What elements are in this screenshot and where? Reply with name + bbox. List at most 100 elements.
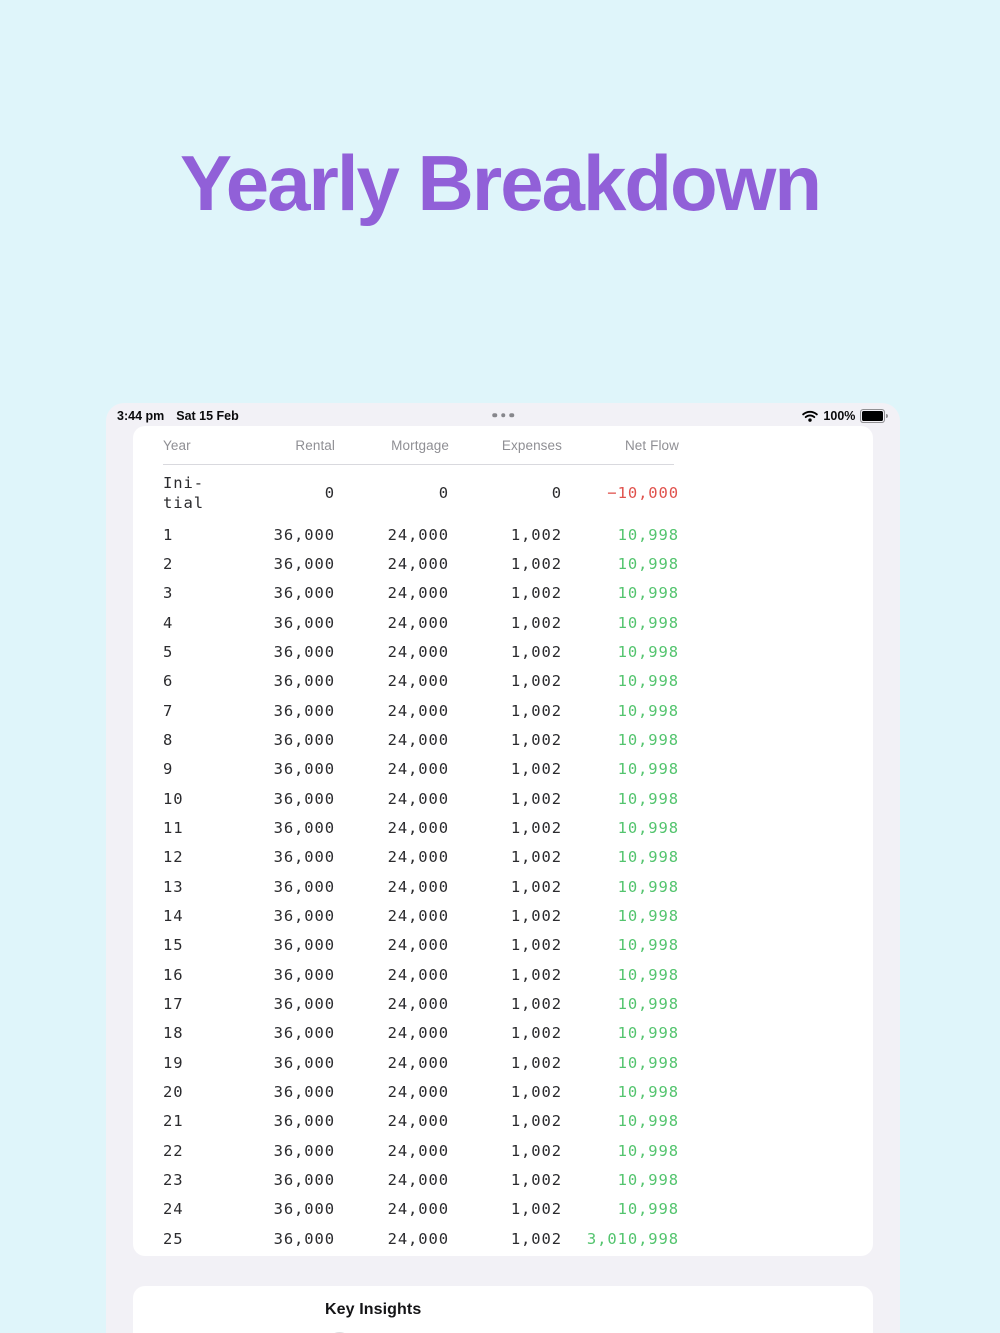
mortgage-cell: 24,000: [387, 1024, 449, 1043]
status-date: Sat 15 Feb: [176, 408, 239, 423]
table-row: 11 36,000 24,000 1,002 10,998: [163, 813, 873, 842]
rental-cell: 36,000: [273, 613, 335, 632]
dot-icon: [500, 412, 506, 418]
year-cell: 7: [163, 701, 174, 720]
mortgage-cell: 24,000: [387, 1170, 449, 1189]
expenses-cell: 1,002: [510, 1229, 562, 1248]
year-cell: 15: [163, 936, 184, 955]
expenses-cell: 1,002: [510, 701, 562, 720]
mortgage-cell: 24,000: [387, 672, 449, 691]
mortgage-cell: 24,000: [387, 525, 449, 544]
net-flow-cell: 10,998: [617, 1082, 679, 1101]
table-row: 24 36,000 24,000 1,002 10,998: [163, 1195, 873, 1224]
rental-cell: 36,000: [273, 701, 335, 720]
expenses-cell: 1,002: [510, 525, 562, 544]
net-flow-cell: 10,998: [617, 1141, 679, 1160]
key-insights-title: Key Insights: [325, 1301, 422, 1319]
rental-cell: 36,000: [273, 1082, 335, 1101]
year-cell: 25: [163, 1229, 184, 1248]
table-row: 4 36,000 24,000 1,002 10,998: [163, 608, 873, 637]
rental-cell: 0: [324, 483, 335, 502]
year-cell: 9: [163, 760, 174, 779]
year-cell: 14: [163, 906, 184, 925]
year-cell: 3: [163, 584, 174, 603]
rental-cell: 36,000: [273, 672, 335, 691]
rental-cell: 36,000: [273, 877, 335, 896]
column-header-mortgage: Mortgage: [391, 437, 449, 453]
rental-cell: 36,000: [273, 730, 335, 749]
yearly-table-card: Year Rental Mortgage Expenses Net Flow I…: [133, 426, 873, 1257]
net-flow-cell: 10,998: [617, 906, 679, 925]
year-cell: 5: [163, 642, 174, 661]
table-row: 9 36,000 24,000 1,002 10,998: [163, 755, 873, 784]
rental-cell: 36,000: [273, 1200, 335, 1219]
table-row: 5 36,000 24,000 1,002 10,998: [163, 637, 873, 666]
expenses-cell: 1,002: [510, 1170, 562, 1189]
net-flow-cell: 3,010,998: [586, 1229, 679, 1248]
rental-cell: 36,000: [273, 848, 335, 867]
year-cell: 12: [163, 848, 184, 867]
table-row: 25 36,000 24,000 1,002 3,010,998: [163, 1224, 873, 1253]
expenses-cell: 1,002: [510, 642, 562, 661]
year-cell: 13: [163, 877, 184, 896]
net-flow-cell: −10,000: [607, 483, 679, 502]
expenses-cell: 1,002: [510, 906, 562, 925]
expenses-cell: 1,002: [510, 848, 562, 867]
table-body[interactable]: Ini- tial 0 0 0 −10,000 1 36,000 24,000 …: [163, 465, 873, 1253]
mortgage-cell: 24,000: [387, 701, 449, 720]
year-cell: 16: [163, 965, 184, 984]
status-bar: 3:44 pm Sat 15 Feb 100%: [106, 403, 900, 426]
mortgage-cell: 24,000: [387, 1112, 449, 1131]
year-cell: 21: [163, 1112, 184, 1131]
net-flow-cell: 10,998: [617, 877, 679, 896]
year-cell: 23: [163, 1170, 184, 1189]
year-cell: 10: [163, 789, 184, 808]
net-flow-cell: 10,998: [617, 789, 679, 808]
net-flow-cell: 10,998: [617, 701, 679, 720]
table-row: 16 36,000 24,000 1,002 10,998: [163, 960, 873, 989]
battery-full-icon: [860, 408, 888, 423]
status-bar-right: 100%: [802, 408, 888, 423]
wifi-icon: [802, 410, 819, 422]
mortgage-cell: 24,000: [387, 584, 449, 603]
mortgage-cell: 24,000: [387, 1141, 449, 1160]
expenses-cell: 1,002: [510, 1024, 562, 1043]
key-insights-card: Key Insights: [133, 1286, 873, 1333]
mortgage-cell: 24,000: [387, 730, 449, 749]
year-cell: 19: [163, 1053, 184, 1072]
rental-cell: 36,000: [273, 760, 335, 779]
expenses-cell: 1,002: [510, 730, 562, 749]
net-flow-cell: 10,998: [617, 525, 679, 544]
rental-cell: 36,000: [273, 642, 335, 661]
battery-percent: 100%: [823, 408, 856, 423]
mortgage-cell: 24,000: [387, 1200, 449, 1219]
table-row: 19 36,000 24,000 1,002 10,998: [163, 1048, 873, 1077]
mortgage-cell: 24,000: [387, 760, 449, 779]
column-header-net-flow: Net Flow: [624, 437, 679, 453]
mortgage-cell: 24,000: [387, 818, 449, 837]
expenses-cell: 1,002: [510, 1082, 562, 1101]
year-cell: 20: [163, 1082, 184, 1101]
dot-icon: [509, 412, 514, 418]
ellipsis-dots-icon[interactable]: [492, 412, 514, 418]
mortgage-cell: 24,000: [387, 965, 449, 984]
mortgage-cell: 24,000: [387, 642, 449, 661]
table-row: 6 36,000 24,000 1,002 10,998: [163, 667, 873, 696]
status-bar-left: 3:44 pm Sat 15 Feb: [117, 409, 239, 423]
expenses-cell: 1,002: [510, 1200, 562, 1219]
rental-cell: 36,000: [273, 1024, 335, 1043]
net-flow-cell: 10,998: [617, 1112, 679, 1131]
year-cell: 22: [163, 1141, 184, 1160]
rental-cell: 36,000: [273, 994, 335, 1013]
status-time: 3:44 pm: [117, 408, 165, 423]
expenses-cell: 1,002: [510, 789, 562, 808]
rental-cell: 36,000: [273, 525, 335, 544]
net-flow-cell: 10,998: [617, 818, 679, 837]
expenses-cell: 0: [551, 483, 562, 502]
year-cell: 2: [163, 554, 174, 573]
table-row: 8 36,000 24,000 1,002 10,998: [163, 725, 873, 754]
year-cell: 8: [163, 730, 174, 749]
table-row: 14 36,000 24,000 1,002 10,998: [163, 901, 873, 930]
rental-cell: 36,000: [273, 936, 335, 955]
table-row: 13 36,000 24,000 1,002 10,998: [163, 872, 873, 901]
